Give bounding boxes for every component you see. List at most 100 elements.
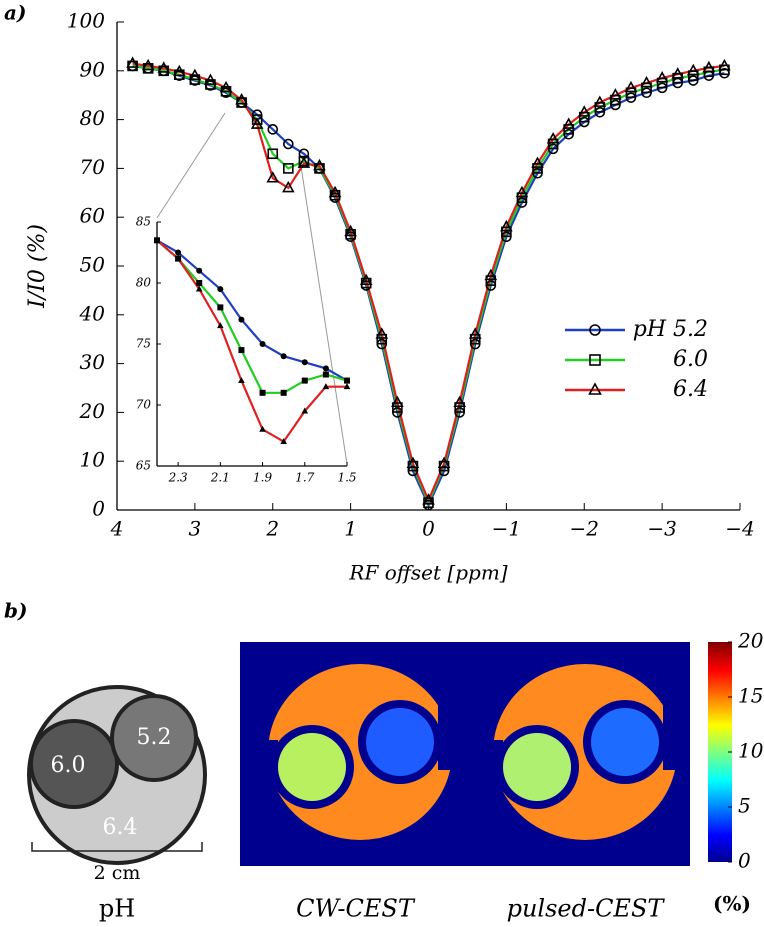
y-tick-label: 90 [80,57,106,81]
marker [172,64,186,77]
legend-label: 6.0 [673,347,708,372]
marker [406,456,420,469]
marker [702,60,716,73]
x-tick-label: −4 [725,517,754,541]
marker [328,185,342,198]
x-axis-label: RF offset [ppm] [348,561,507,585]
marker [250,117,264,129]
marker [593,95,607,107]
marker [280,389,287,396]
y-tick-label: 0 [92,497,105,521]
marker [655,71,669,83]
marker [195,285,203,292]
marker [259,341,266,347]
marker [515,185,529,198]
x-tick-label: 3 [189,517,202,541]
x-tick-label: −3 [647,517,676,541]
marker [235,93,248,105]
x-tick-label: 0 [422,517,435,541]
marker [501,226,512,238]
marker [188,68,202,81]
vial [110,694,198,782]
colorbar-tick-label: 15 [738,684,763,708]
y-tick-label: 70 [80,155,106,179]
y-tick-label: 20 [79,399,106,423]
x-tick-label: 1.7 [295,471,314,485]
x-tick-label: −2 [570,517,599,541]
series-line [156,239,347,444]
zoom-connector [299,159,348,465]
y-tick-label: 80 [136,276,152,290]
marker [344,224,357,237]
marker [485,275,497,286]
y-tick-label: 85 [136,215,151,229]
cest-map [268,664,458,840]
marker [157,61,171,73]
colorbar-tick-label: 10 [738,739,764,763]
marker [266,171,280,183]
series-line [156,239,348,394]
marker [196,280,203,286]
marker [238,377,245,383]
marker [671,67,685,79]
vial [29,719,119,809]
marker [610,94,621,106]
marker [301,377,308,384]
marker [532,163,543,174]
marker [468,327,482,339]
marker [280,353,287,360]
map-caption: pulsed-CEST [507,895,666,923]
marker [547,138,559,150]
marker [267,148,279,160]
marker [469,333,481,345]
marker [322,365,329,372]
colorbar-tick-label: 5 [738,794,751,818]
colorbar-tick-label: 0 [738,849,751,873]
y-tick-label: 30 [80,350,106,374]
zoom-connector [156,112,226,219]
x-tick-label: 4 [110,517,124,541]
marker [422,493,435,505]
marker [283,138,294,150]
marker [359,273,373,286]
marker [624,80,638,93]
x-tick-label: 1 [344,517,357,541]
marker [531,156,544,168]
marker [259,425,266,432]
marker [343,383,351,390]
y-tick-label: 80 [80,106,106,130]
marker [283,163,294,174]
cest-map [493,664,683,840]
y-tick-label: 70 [136,398,152,412]
marker [238,316,245,323]
marker [391,395,404,408]
legend-marker [589,354,601,366]
panel-label: a) [4,1,26,25]
colorbar-tick-label: 20 [737,629,764,653]
marker [500,219,513,232]
marker [609,88,622,100]
marker [454,402,465,413]
marker [217,304,224,311]
marker [297,156,311,168]
marker [562,117,575,129]
marker [516,192,528,203]
panel-label: b) [4,599,27,623]
marker [640,75,653,88]
marker [282,180,295,193]
marker [313,158,326,171]
marker [625,87,637,99]
phantom-caption: pH [99,895,135,923]
marker [437,456,451,469]
marker [251,114,263,125]
marker [392,402,403,413]
marker [267,124,279,135]
marker [577,105,591,117]
vial-label: 6.0 [51,753,86,778]
y-tick-label: 65 [136,459,151,473]
marker [718,58,731,71]
vial-label: 6.4 [103,815,138,840]
marker [141,58,155,71]
